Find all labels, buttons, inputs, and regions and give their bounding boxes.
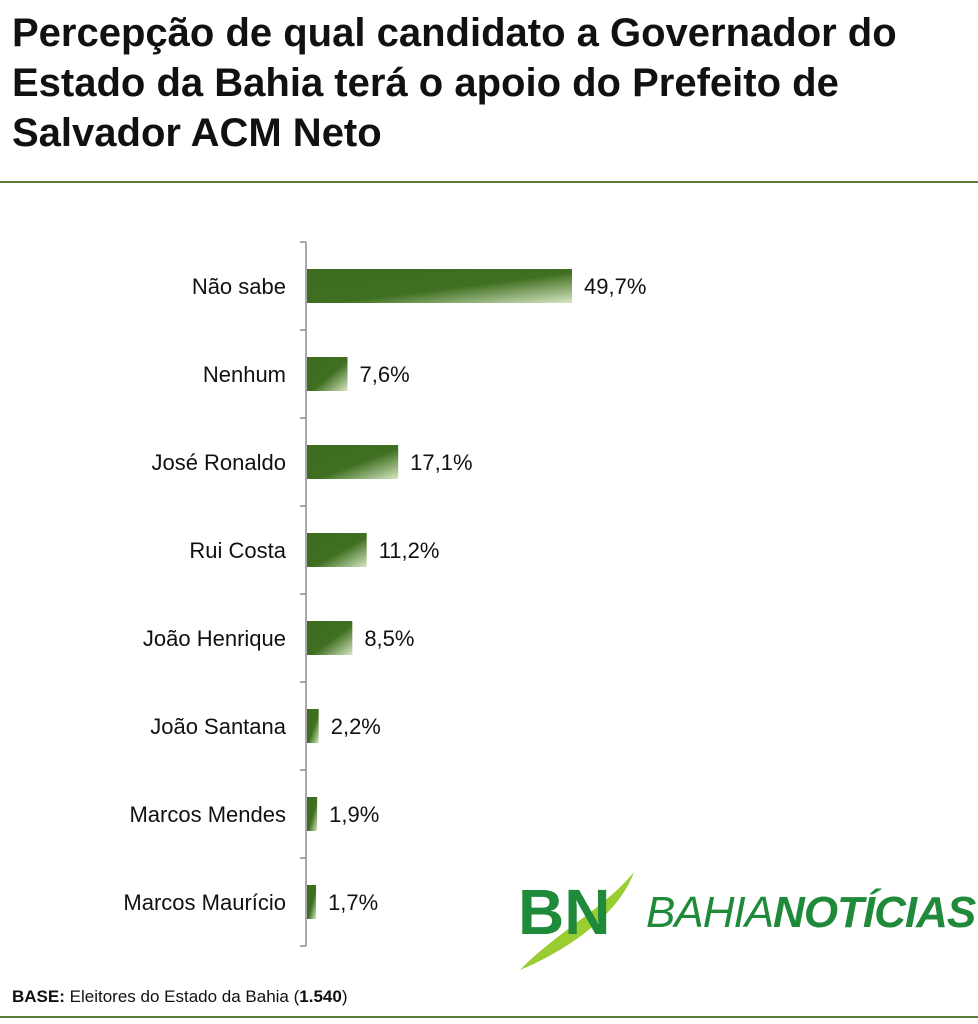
value-label: 11,2% [379,538,440,563]
bahia-noticias-logo: BN BAHIANOTÍCIAS [512,866,976,976]
logo-mark-text: BN [518,876,610,948]
base-text-end: ) [341,987,348,1006]
bar [307,533,367,567]
bar [307,445,399,479]
footer-divider [0,1016,978,1018]
value-label: 1,9% [329,802,379,827]
value-label: 17,1% [410,450,472,475]
category-label: Não sabe [192,274,286,299]
bar [307,269,572,303]
base-note: BASE: Eleitores do Estado da Bahia (1.54… [12,987,348,1007]
value-label: 7,6% [360,362,410,387]
value-label: 2,2% [331,714,381,739]
bn-logo-mark: BN [518,872,634,970]
logo-name-light: BAHIA [646,888,774,937]
value-label: 1,7% [328,890,378,915]
category-label: João Henrique [143,626,286,651]
base-text: Eleitores do Estado da Bahia ( [64,987,300,1006]
value-label: 49,7% [584,274,646,299]
logo-name-bold: NOTÍCIAS [773,888,976,937]
bar [307,357,348,391]
chart-title: Percepção de qual candidato a Governador… [12,11,897,155]
bar [307,709,319,743]
category-label: Marcos Maurício [123,890,286,915]
bar [307,797,318,831]
value-label: 8,5% [364,626,414,651]
category-label: José Ronaldo [151,450,286,475]
bar [307,621,353,655]
category-label: João Santana [150,714,287,739]
category-label: Rui Costa [189,538,286,563]
bar [307,885,317,919]
category-label: Nenhum [203,362,286,387]
category-label: Marcos Mendes [129,802,286,827]
base-label: BASE: [12,987,65,1006]
base-count: 1.540 [299,987,342,1006]
title-divider [0,181,978,183]
logo-wordmark: BAHIANOTÍCIAS [646,888,976,938]
bar-chart: Não sabe 49,7% Nenhum 7,6% José Ronaldo 17,1%… [123,241,646,947]
